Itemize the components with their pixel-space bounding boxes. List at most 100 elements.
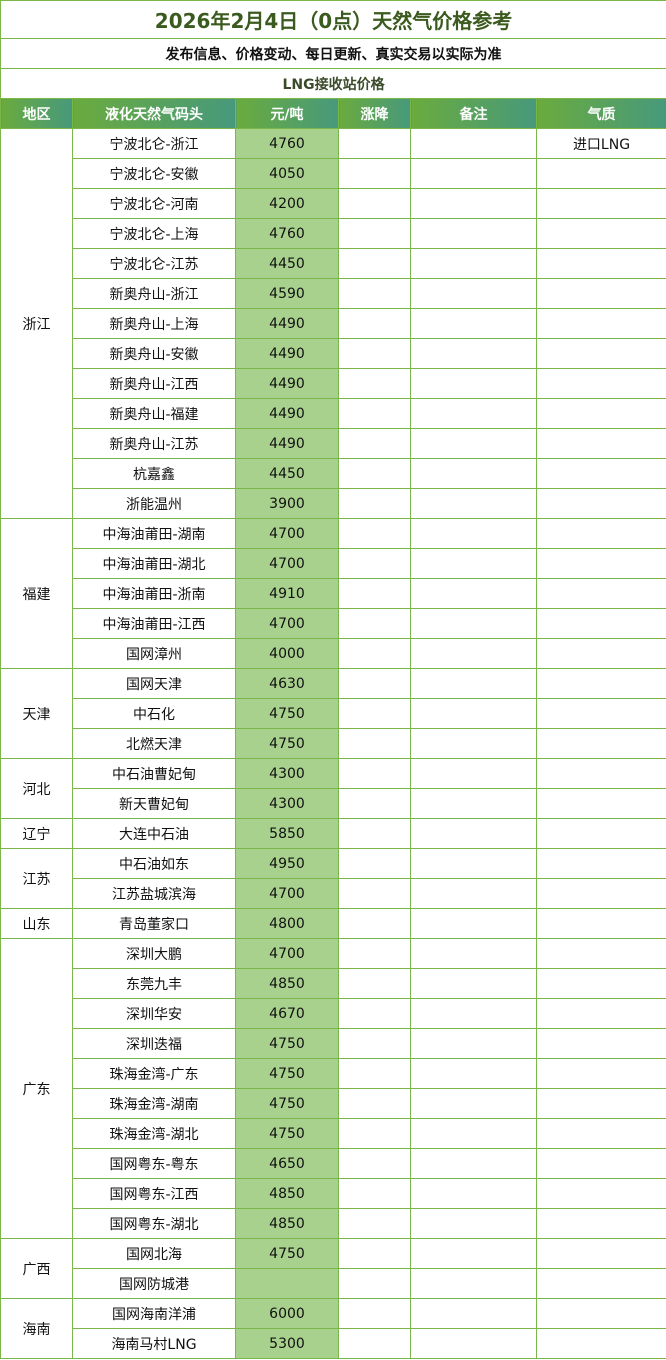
change-cell [338, 908, 411, 939]
note-cell [410, 398, 537, 429]
quality-cell [535, 638, 666, 669]
price-cell: 4760 [235, 218, 339, 249]
page-title: 2026年2月4日（0点）天然气价格参考 [0, 0, 666, 39]
price-cell: 4700 [235, 518, 339, 549]
subtitle: 发布信息、价格变动、每日更新、真实交易以实际为准 [0, 38, 666, 69]
quality-cell [535, 878, 666, 909]
quality-cell [535, 578, 666, 609]
quality-cell: 进口LNG [535, 128, 666, 159]
quality-cell [535, 728, 666, 759]
note-cell [410, 158, 537, 189]
terminal-cell: 新奥舟山-江苏 [72, 428, 236, 459]
quality-cell [535, 458, 666, 489]
change-cell [338, 248, 411, 279]
price-cell: 4700 [235, 878, 339, 909]
terminal-cell: 珠海金湾-广东 [72, 1058, 236, 1089]
change-cell [338, 698, 411, 729]
region-cell: 广东 [0, 938, 73, 1239]
table-row: 宁波北仑-江苏 4450 [1, 248, 666, 279]
quality-cell [535, 698, 666, 729]
table-row: 国网粤东-江西 4850 [1, 1178, 666, 1209]
change-cell [338, 878, 411, 909]
change-cell [338, 638, 411, 669]
table-row: 海南 国网海南洋浦 6000 [0, 1298, 666, 1359]
table-row: 浙江 宁波北仑-浙江 4760 进口LNG [0, 128, 666, 519]
table-row: 江苏盐城滨海 4700 [1, 878, 666, 909]
table-row: 辽宁 大连中石油 5850 [0, 818, 666, 849]
table-row: 新奥舟山-上海 4490 [1, 308, 666, 339]
change-cell [338, 398, 411, 429]
terminal-cell: 深圳大鹏 [72, 938, 236, 969]
table-row: 宁波北仑-河南 4200 [1, 188, 666, 219]
terminal-cell: 新奥舟山-福建 [72, 398, 236, 429]
quality-cell [535, 1298, 666, 1329]
price-cell: 4450 [235, 458, 339, 489]
change-cell [338, 608, 411, 639]
note-cell [410, 668, 537, 699]
table-row: 山东 青岛董家口 4800 [0, 908, 666, 939]
price-cell: 4700 [235, 548, 339, 579]
note-cell [410, 278, 537, 309]
terminal-cell: 北燃天津 [72, 728, 236, 759]
terminal-cell: 东莞九丰 [72, 968, 236, 999]
change-cell [338, 278, 411, 309]
quality-cell [535, 278, 666, 309]
change-cell [338, 488, 411, 519]
table-row: 珠海金湾-广东 4750 [1, 1058, 666, 1089]
terminal-cell: 深圳迭福 [72, 1028, 236, 1059]
note-cell [410, 1178, 537, 1209]
region-cell: 辽宁 [0, 818, 73, 849]
change-cell [338, 968, 411, 999]
change-cell [338, 428, 411, 459]
table-row: 东莞九丰 4850 [1, 968, 666, 999]
terminal-cell: 宁波北仑-浙江 [72, 128, 236, 159]
note-cell [410, 1298, 537, 1329]
quality-cell [535, 938, 666, 969]
table-row: 宁波北仑-安徽 4050 [1, 158, 666, 189]
terminal-cell: 国网北海 [72, 1238, 236, 1269]
price-cell [235, 1268, 339, 1299]
note-cell [410, 518, 537, 549]
note-cell [410, 638, 537, 669]
note-cell [410, 848, 537, 879]
terminal-cell: 新奥舟山-上海 [72, 308, 236, 339]
region-cell: 江苏 [0, 848, 73, 909]
note-cell [410, 878, 537, 909]
note-cell [410, 548, 537, 579]
quality-cell [535, 1088, 666, 1119]
price-cell: 4490 [235, 398, 339, 429]
quality-cell [535, 548, 666, 579]
quality-cell [535, 1208, 666, 1239]
price-cell: 4850 [235, 968, 339, 999]
price-cell: 4630 [235, 668, 339, 699]
quality-cell [535, 488, 666, 519]
price-cell: 4670 [235, 998, 339, 1029]
change-cell [338, 1208, 411, 1239]
region-cell: 山东 [0, 908, 73, 939]
note-cell [410, 1148, 537, 1179]
table-row: 新奥舟山-江苏 4490 [1, 428, 666, 459]
quality-cell [535, 518, 666, 549]
change-cell [338, 1118, 411, 1149]
price-cell: 5300 [235, 1328, 339, 1359]
price-cell: 4750 [235, 1028, 339, 1059]
section-title: LNG接收站价格 [0, 68, 666, 99]
region-cell: 海南 [0, 1298, 73, 1359]
table-row: 浙能温州 3900 [1, 488, 666, 519]
price-cell: 4490 [235, 368, 339, 399]
table-row: 中海油莆田-湖北 4700 [1, 548, 666, 579]
change-cell [338, 1268, 411, 1299]
change-cell [338, 128, 411, 159]
note-cell [410, 1328, 537, 1359]
table-row: 中海油莆田-江西 4700 [1, 608, 666, 639]
table-row: 广西 国网北海 4750 [0, 1238, 666, 1299]
quality-cell [535, 218, 666, 249]
price-cell: 4750 [235, 1058, 339, 1089]
change-cell [338, 578, 411, 609]
terminal-cell: 国网粤东-江西 [72, 1178, 236, 1209]
table-row: 福建 中海油莆田-湖南 4700 [0, 518, 666, 669]
terminal-cell: 宁波北仑-安徽 [72, 158, 236, 189]
quality-cell [535, 1238, 666, 1269]
table-row: 新奥舟山-江西 4490 [1, 368, 666, 399]
quality-cell [535, 248, 666, 279]
